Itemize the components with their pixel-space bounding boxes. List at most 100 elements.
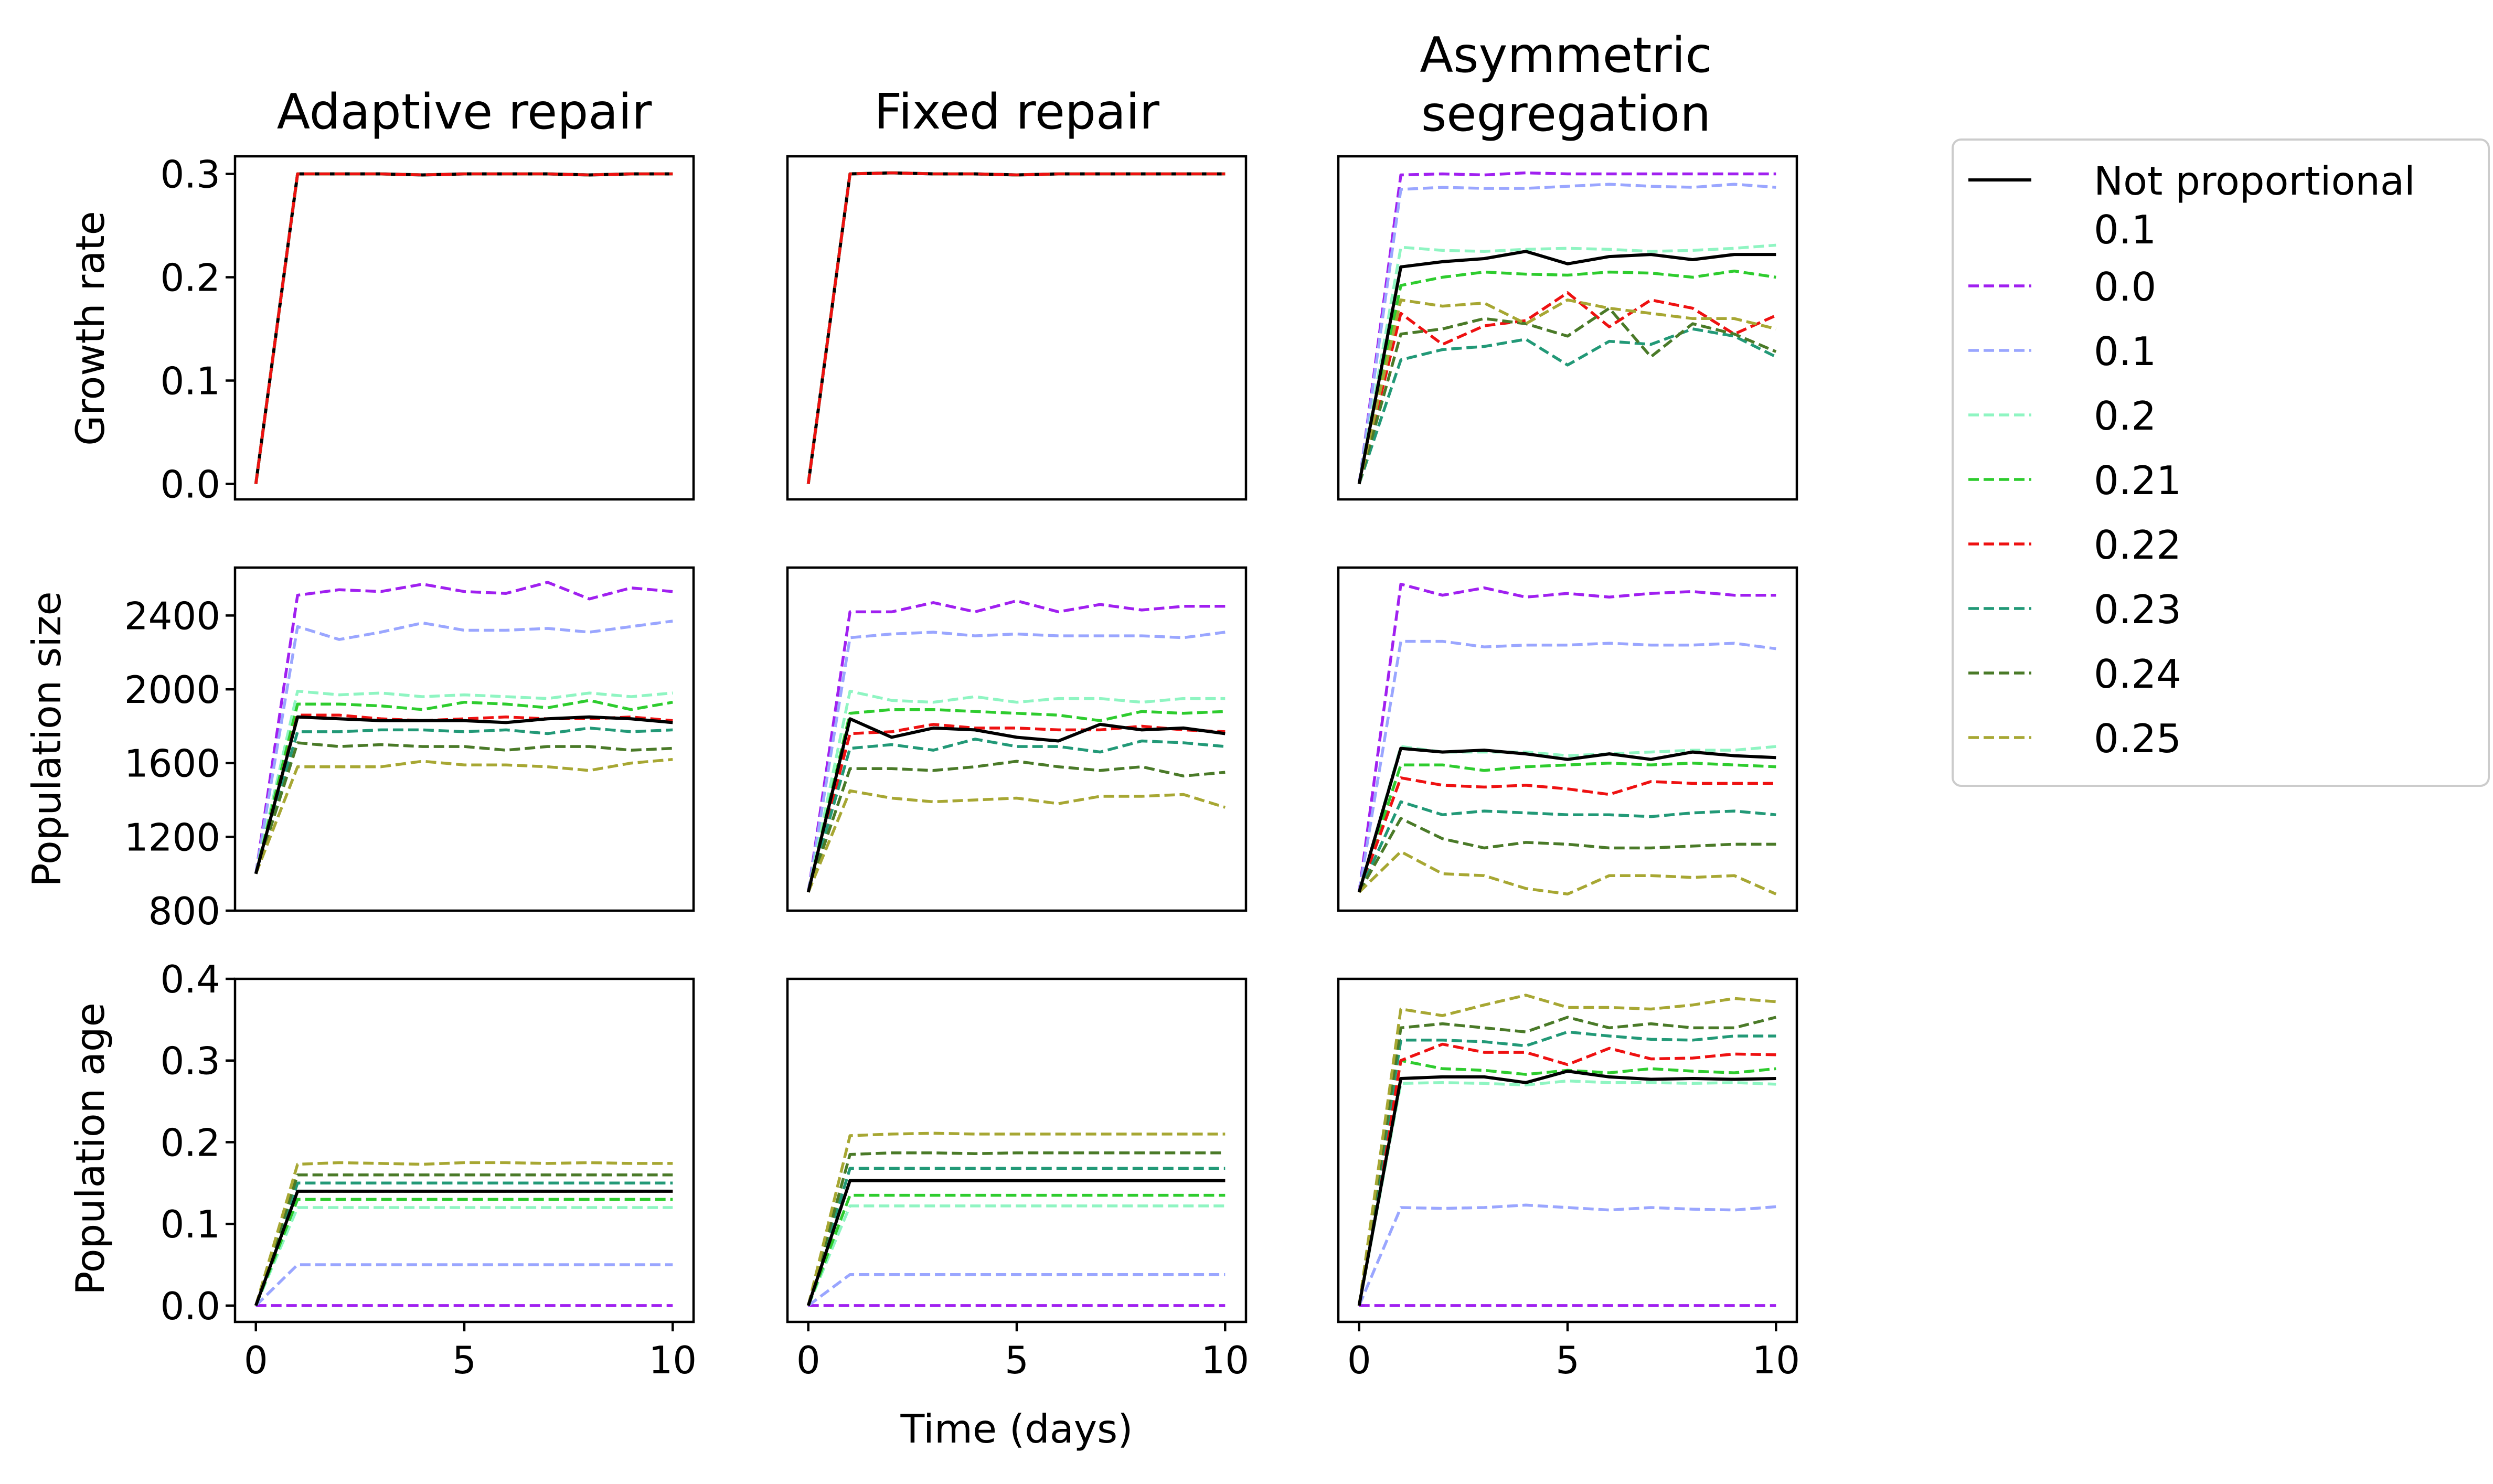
panel-frame	[1337, 566, 1798, 912]
y-tick-label: 0.0	[160, 1284, 220, 1328]
chart-panels: 0.0 0.1 0.2 0.3 800 1200 1600 2000 2400 0.0 0.1 0.2…	[124, 152, 1800, 1382]
legend-label: Not proportional 0.1	[2094, 158, 2415, 253]
legend: Not proportional 0.10.00.10.20.210.220.23…	[1952, 138, 2490, 787]
legend-label-line: 0.1	[2094, 207, 2156, 253]
ylabel-growth-rate: Growth rate	[67, 211, 113, 446]
panel-series	[254, 1161, 673, 1307]
panel-series	[254, 581, 673, 874]
series-line-0-1	[254, 620, 673, 874]
series-line-0-2	[807, 1204, 1226, 1306]
series-line-0-22	[1358, 776, 1776, 893]
legend-label-line: 0.21	[2094, 457, 2181, 504]
y-tick-label: 0.2	[160, 255, 220, 300]
column-title-line: Asymmetric	[1420, 27, 1712, 83]
series-line-0-2	[1357, 243, 1776, 484]
series-line-0-1	[1357, 183, 1776, 484]
series-line-0-2	[1357, 1079, 1776, 1306]
y-tick-label: 0.2	[160, 1120, 220, 1165]
series-line-0-22	[1357, 1042, 1776, 1306]
series-line-not-proportional-0-1	[806, 717, 1226, 893]
legend-label: 0.2	[2094, 393, 2156, 439]
series-line-0-0	[1357, 171, 1776, 484]
legend-label-line: 0.1	[2094, 328, 2156, 375]
column-title-line: Fixed repair	[874, 83, 1160, 140]
row-labels: Growth rate Population size Population a…	[24, 211, 113, 1295]
panel-series	[254, 172, 673, 484]
panel-series	[1357, 171, 1777, 485]
legend-label: 0.24	[2094, 651, 2181, 697]
legend-label-line: 0.0	[2094, 264, 2156, 310]
y-tick-label: 1200	[124, 815, 220, 859]
series-line-0-21	[1358, 269, 1776, 485]
series-line-0-21	[807, 708, 1226, 893]
series-line-0-24	[1358, 817, 1776, 893]
x-tick-label: 10	[648, 1338, 697, 1382]
series-line-0-21	[254, 1198, 673, 1306]
series-line-not-proportional-0-1	[254, 1189, 673, 1306]
panel-frame	[1337, 155, 1798, 501]
legend-label: 0.23	[2094, 586, 2181, 633]
y-tick-label: 0.1	[160, 1202, 220, 1246]
series-line-0-0	[254, 581, 673, 874]
series-line-0-2	[807, 689, 1226, 893]
column-title-line: Adaptive repair	[277, 83, 652, 140]
y-tick-label: 2000	[124, 668, 220, 712]
series-line-0-24	[254, 741, 673, 874]
series-line-0-21	[254, 699, 673, 874]
column-title-line: segregation	[1421, 86, 1711, 142]
series-line-0-1	[1357, 639, 1776, 893]
series-line-0-22	[254, 713, 673, 874]
series-line-0-1	[254, 1263, 673, 1307]
panel-r2-c3	[1337, 566, 1798, 912]
panel-series	[806, 599, 1226, 893]
series-line-0-24	[807, 760, 1226, 893]
series-line-0-1	[1358, 1203, 1776, 1306]
legend-label-line: Not proportional	[2094, 158, 2415, 204]
y-tick-label: 0.1	[160, 359, 220, 403]
series-line-0-21	[1358, 761, 1776, 893]
y-tick-label: 800	[148, 889, 220, 933]
x-tick-label: 0	[796, 1338, 821, 1382]
y-tick-label: 2400	[124, 594, 220, 638]
column-title-fixed-repair: Fixed repair	[874, 83, 1160, 140]
series-line-0-24	[1357, 1016, 1776, 1306]
x-tick-label: 0	[1347, 1338, 1371, 1382]
legend-label-line: 0.24	[2094, 651, 2181, 697]
series-line-0-0	[806, 599, 1226, 893]
series-line-0-25	[807, 789, 1226, 893]
panel-r3-c2: 0 5 10	[786, 977, 1249, 1382]
column-titles: Adaptive repair Fixed repair Asymmetric s…	[277, 27, 1712, 142]
series-line-0-2	[1358, 745, 1776, 893]
series-line-0-23	[254, 727, 673, 874]
series-line-0-22	[1358, 291, 1777, 485]
y-tick-label: 0.3	[160, 1039, 220, 1083]
series-line-0-23	[807, 738, 1226, 893]
legend-label-line: 0.23	[2094, 586, 2181, 633]
series-line-0-23	[807, 1167, 1226, 1306]
series-line-0-2	[254, 689, 673, 874]
x-tick-label: 10	[1201, 1338, 1249, 1382]
panel-series	[1357, 582, 1777, 896]
series-line-0-25	[1357, 994, 1776, 1306]
ylabel-population-size: Population size	[24, 591, 70, 887]
series-line-0-22	[806, 171, 1226, 484]
panel-frame	[233, 566, 695, 912]
panel-r1-c1: 0.0 0.1 0.2 0.3	[160, 152, 695, 506]
legend-label: 0.0	[2094, 264, 2156, 310]
series-line-0-0	[1357, 582, 1776, 893]
y-tick-label: 0.0	[160, 462, 220, 506]
series-line-0-25	[807, 1131, 1226, 1306]
panel-r2-c2	[786, 566, 1248, 912]
series-line-0-22	[254, 172, 673, 484]
series-line-0-25	[1358, 850, 1777, 896]
legend-label: 0.22	[2094, 522, 2181, 568]
legend-label-line: 0.22	[2094, 522, 2181, 568]
legend-label-line: 0.2	[2094, 393, 2156, 439]
series-line-not-proportional-0-1	[254, 715, 673, 874]
y-tick-label: 1600	[124, 742, 220, 786]
ylabel-population-age: Population age	[67, 1002, 113, 1295]
x-tick-label: 0	[244, 1338, 268, 1382]
legend-label-line: 0.25	[2094, 716, 2181, 762]
series-line-0-1	[806, 631, 1226, 893]
